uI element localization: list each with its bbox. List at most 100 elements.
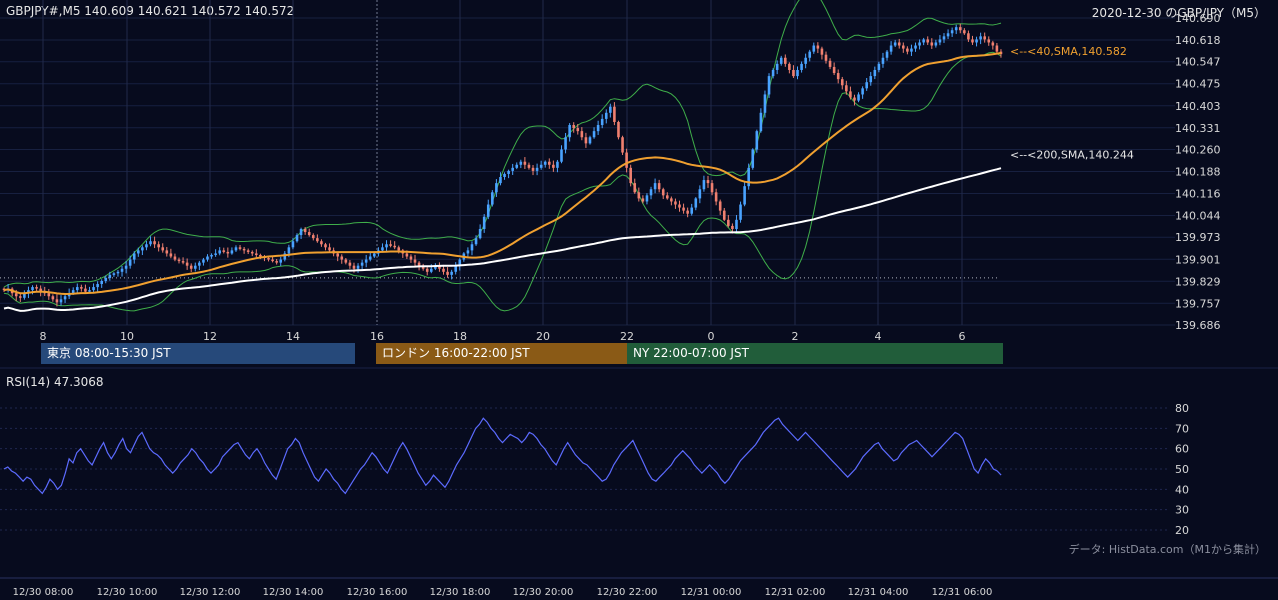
candle-body [27, 290, 30, 294]
hour-tick-label: 10 [120, 330, 134, 343]
time-axis-label: 12/30 12:00 [180, 587, 241, 598]
candle-body [340, 256, 344, 260]
candle-body [641, 198, 645, 202]
candle-body [429, 268, 433, 272]
sma-200-label: <--<200,SMA,140.244 [1010, 148, 1134, 161]
candle-body [503, 173, 506, 178]
candle-body [275, 261, 278, 263]
candle-body [971, 39, 974, 43]
candle-body [486, 204, 490, 217]
candle-body [242, 248, 246, 251]
candle-body [324, 244, 327, 248]
candle-body [23, 293, 26, 298]
price-tick-label: 140.260 [1175, 143, 1221, 156]
bollinger-upper-band [3, 0, 1002, 288]
price-tick-label: 140.044 [1175, 210, 1221, 223]
candle-body [88, 290, 91, 292]
candle-body [527, 164, 531, 168]
candle-body [568, 125, 571, 138]
candle-body [63, 296, 67, 300]
data-source-note: データ: HistData.com（M1から集計） [1068, 543, 1266, 556]
candle-body [881, 57, 885, 64]
candle-body [271, 259, 274, 262]
price-tick-label: 139.901 [1175, 253, 1221, 266]
candle-body [796, 69, 799, 77]
candle-body [950, 30, 954, 34]
candle-body [246, 250, 250, 252]
time-axis-label: 12/30 10:00 [97, 587, 158, 598]
price-tick-label: 140.618 [1175, 34, 1221, 47]
candle-body [145, 244, 148, 248]
candle-body [902, 45, 905, 49]
candle-body [560, 149, 563, 162]
candle-body [633, 183, 637, 193]
candle-body [181, 261, 185, 263]
candle-body [442, 268, 445, 272]
candle-body [547, 161, 551, 165]
candle-body [539, 164, 543, 168]
candle-body [877, 63, 881, 70]
candle-body [885, 51, 889, 58]
candle-body [714, 192, 718, 202]
candle-body [364, 259, 368, 263]
candle-body [454, 265, 458, 272]
candle-body [617, 121, 620, 138]
candle-body [861, 88, 864, 95]
candle-body [295, 235, 299, 242]
candle-body [92, 287, 95, 291]
candle-body [413, 259, 417, 263]
candle-body [434, 265, 437, 269]
candle-body [788, 63, 791, 70]
candle-body [755, 131, 759, 150]
candle-body [914, 45, 917, 49]
candle-body [629, 167, 632, 184]
price-tick-label: 139.973 [1175, 231, 1221, 244]
candle-body [450, 271, 453, 275]
candle-body [694, 198, 698, 208]
candle-body [775, 63, 779, 70]
candle-body [185, 262, 189, 266]
candle-body [210, 254, 213, 257]
candle-body [108, 274, 112, 278]
candle-body [865, 82, 868, 89]
candle-body [478, 228, 482, 239]
hour-tick-label: 16 [370, 330, 384, 343]
candle-body [771, 69, 775, 77]
candle-body [75, 287, 79, 291]
candle-body [954, 27, 958, 31]
candle-body [19, 296, 22, 298]
candle-body [718, 201, 722, 211]
candle-body [552, 164, 555, 168]
candle-body [31, 287, 34, 291]
candle-body [417, 262, 421, 266]
sma-40-line [3, 52, 1002, 296]
candle-body [303, 228, 307, 233]
candle-body [857, 94, 860, 101]
candle-body [499, 177, 502, 184]
rsi-tick-label: 50 [1175, 463, 1189, 476]
candle-body [519, 161, 523, 165]
candle-body [674, 201, 677, 205]
candle-body [710, 183, 714, 193]
candle-body [987, 39, 991, 43]
candle-body [910, 48, 913, 52]
rsi-tick-label: 40 [1175, 483, 1189, 496]
time-axis-label: 12/31 06:00 [932, 587, 993, 598]
candle-body [474, 238, 478, 245]
candle-body [584, 137, 588, 144]
candle-body [739, 204, 742, 220]
sma-200-line [3, 167, 1002, 312]
candle-body [991, 42, 995, 46]
candle-body [873, 69, 877, 77]
candle-body [287, 247, 291, 254]
candle-body [255, 253, 258, 255]
candle-body [124, 265, 128, 269]
candle-body [702, 180, 706, 190]
candle-body [198, 262, 201, 266]
candle-body [934, 42, 938, 46]
candle-body [604, 112, 608, 119]
candle-body [214, 253, 217, 255]
time-axis-label: 12/30 08:00 [13, 587, 74, 598]
price-tick-label: 140.331 [1175, 122, 1221, 135]
